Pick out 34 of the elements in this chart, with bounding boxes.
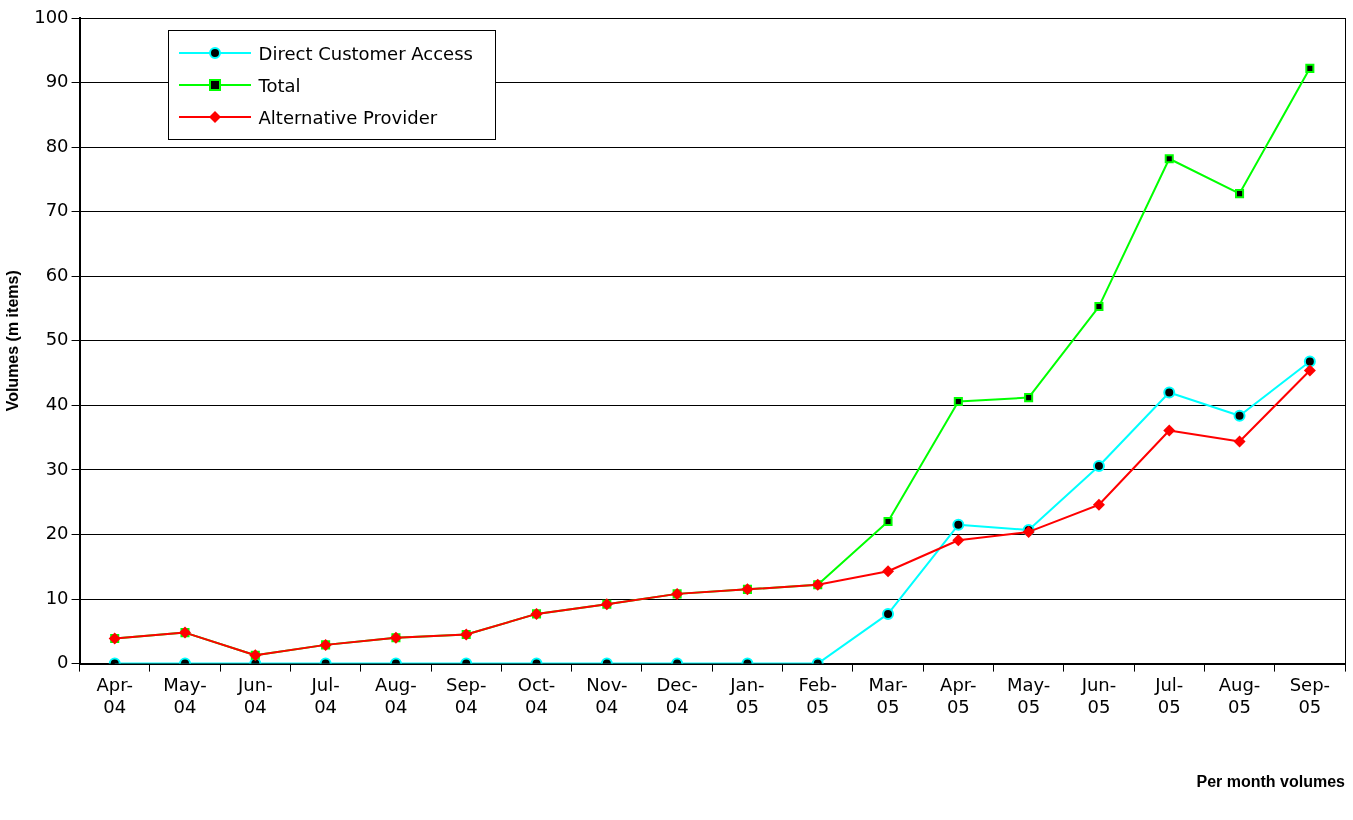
y-tick-label: 90 xyxy=(45,70,69,92)
y-tick-label: 0 xyxy=(57,651,69,673)
x-tick-label: Aug-04 xyxy=(375,674,417,717)
y-tick-label: 50 xyxy=(45,328,69,350)
x-tick-label: Mar-05 xyxy=(868,674,908,717)
x-tick-label: Feb-05 xyxy=(798,674,837,717)
y-tick-label: 60 xyxy=(45,263,69,285)
x-tick-label: Oct-04 xyxy=(517,674,556,717)
x-tick-label: Apr-05 xyxy=(940,674,977,717)
x-tick-label: Apr-04 xyxy=(96,674,133,717)
y-tick-label: 30 xyxy=(45,457,69,479)
y-tick-label: 40 xyxy=(45,393,69,415)
legend-label: Alternative Provider xyxy=(258,106,438,128)
x-tick-label: May-04 xyxy=(163,674,207,717)
x-tick-label: Jun-05 xyxy=(1080,674,1117,717)
x-tick-label: Aug-05 xyxy=(1218,674,1261,717)
x-tick-label: Sep-04 xyxy=(446,674,487,717)
x-tick-label: Jul-04 xyxy=(310,674,340,717)
x-tick-label: Jul-05 xyxy=(1154,674,1184,717)
x-tick-label: Jun-04 xyxy=(237,674,273,717)
y-tick-label: 70 xyxy=(45,199,69,221)
legend-label: Total xyxy=(258,74,301,96)
x-tick-label: Jan-05 xyxy=(729,674,765,717)
y-axis-title: Volumes (m items) xyxy=(4,270,22,412)
x-tick-label: Sep-05 xyxy=(1289,674,1331,717)
y-tick-label: 10 xyxy=(45,586,69,608)
y-tick-label: 100 xyxy=(34,5,69,27)
x-axis-title: Per month volumes xyxy=(1196,772,1346,790)
y-tick-label: 80 xyxy=(45,134,69,156)
x-tick-label: Dec-04 xyxy=(656,674,698,717)
x-tick-label: Nov-04 xyxy=(586,674,628,717)
x-tick-label: May-05 xyxy=(1006,674,1051,717)
y-tick-label: 20 xyxy=(45,522,69,544)
legend-label: Direct Customer Access xyxy=(258,42,473,64)
